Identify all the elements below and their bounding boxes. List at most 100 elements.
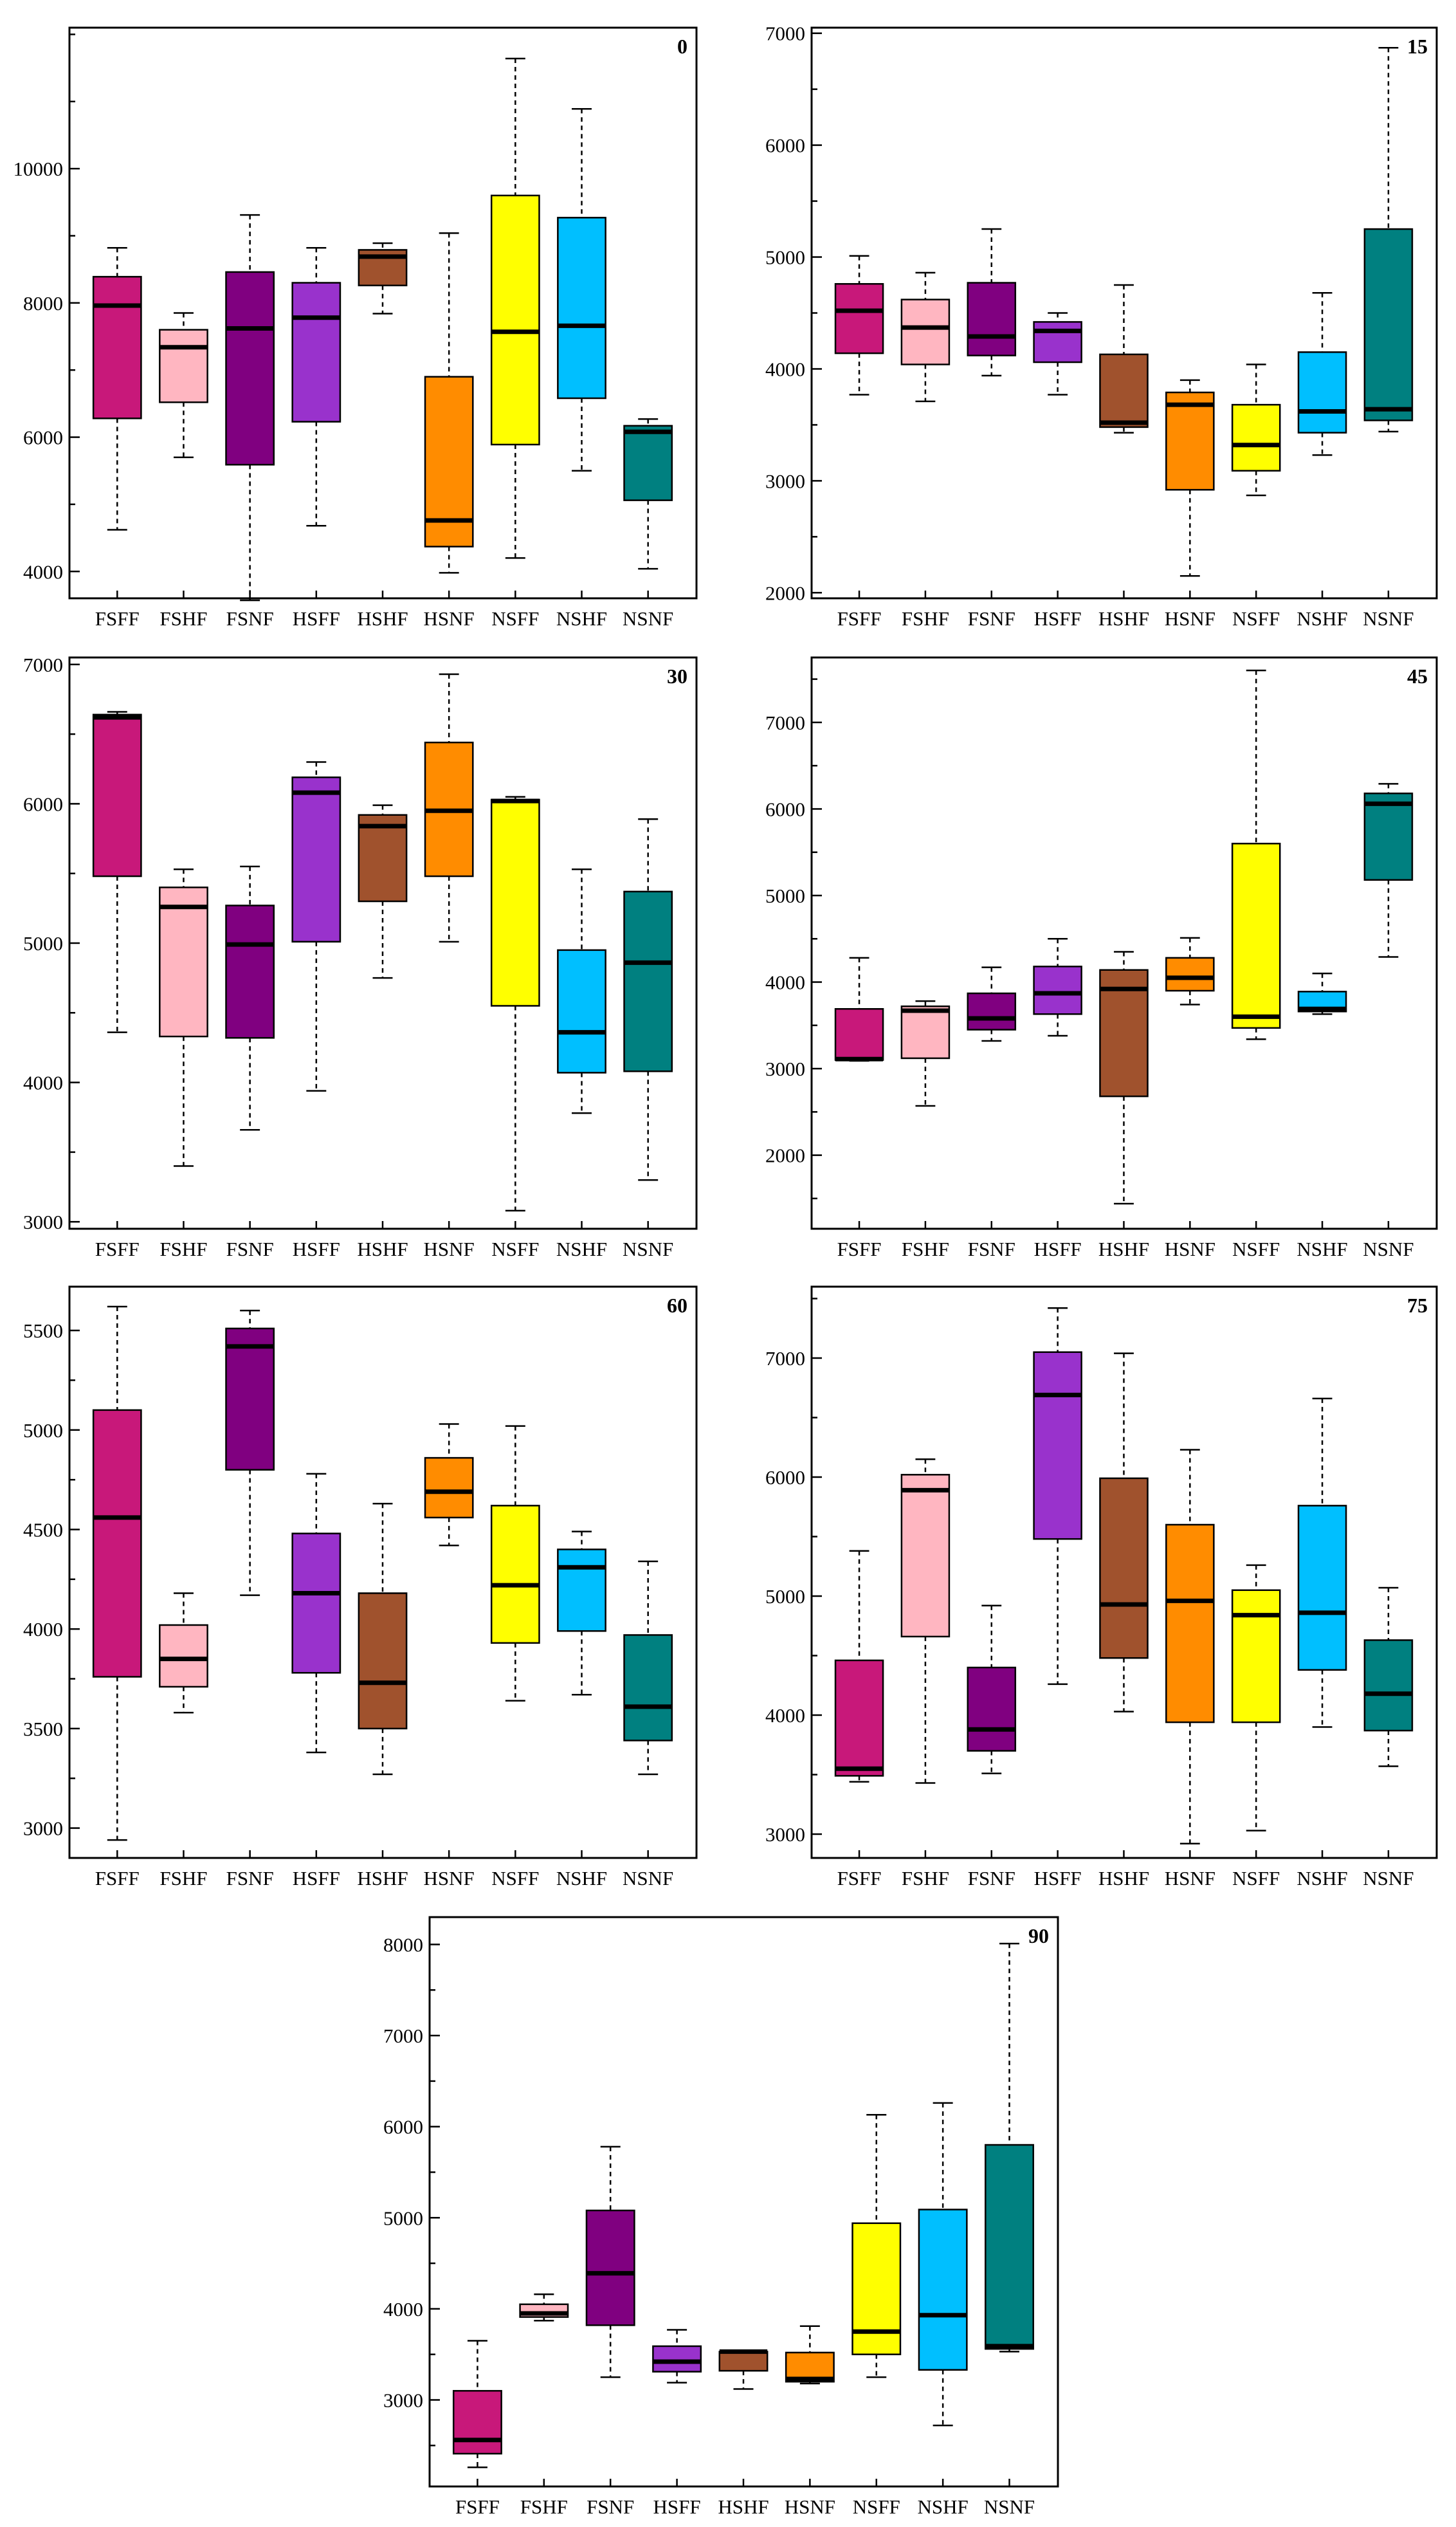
x-tick-label: HSFF — [1034, 1238, 1082, 1260]
iqr-box — [652, 2345, 702, 2373]
iqr-box — [291, 1532, 341, 1674]
box-HSNF: HSNF — [424, 1423, 475, 1889]
box-FSNF: FSNF — [225, 865, 275, 1260]
x-tick-label: NSHF — [556, 1238, 607, 1260]
x-tick-label: FSHF — [520, 2495, 568, 2518]
box-FSHF: FSHF — [159, 868, 208, 1260]
panel-75: 3000 4000 5000 6000 7000 75 FSFF FSHF FSNF HSFF HS… — [765, 1285, 1438, 1889]
iqr-box — [490, 798, 540, 1007]
x-tick-label: NSNF — [1363, 607, 1414, 630]
iqr-box — [623, 425, 673, 501]
iqr-box — [1231, 843, 1281, 1029]
box-FSNF: FSNF — [585, 2146, 635, 2518]
box-NSFF: NSFF — [490, 796, 540, 1260]
box-HSHF: HSHF — [1098, 284, 1149, 630]
y-tick-label: 4000 — [23, 1072, 63, 1094]
x-tick-label: FSFF — [95, 1238, 140, 1260]
panel-title: 0 — [677, 35, 687, 58]
panel-90: 3000 4000 5000 6000 7000 8000 90 FSFF FSHF FSNF HS… — [383, 1916, 1059, 2518]
iqr-box — [1297, 351, 1347, 434]
box-HSNF: HSNF — [1165, 379, 1215, 630]
box-FSHF: FSHF — [900, 271, 951, 630]
plot-frame — [810, 656, 1438, 1230]
panel-15: 2000 3000 4000 5000 6000 7000 15 FSFF FSHF FSNF HS… — [765, 23, 1438, 630]
iqr-box — [1363, 228, 1414, 421]
iqr-box — [557, 217, 606, 400]
x-tick-label: FSNF — [968, 1238, 1015, 1260]
panel-45: 2000 3000 4000 5000 6000 7000 45 FSFF FSHF FSNF HS… — [765, 656, 1438, 1260]
iqr-box — [967, 992, 1017, 1031]
x-tick-label: NSNF — [623, 1238, 673, 1260]
panel-0: 4000 6000 8000 10000 0 FSFF FSHF FSNF HSFF HSHF HS… — [14, 26, 698, 630]
iqr-box — [1099, 353, 1149, 428]
y-tick-label: 3000 — [383, 2389, 423, 2411]
box-NSHF: NSHF — [556, 868, 607, 1260]
box-FSNF: FSNF — [225, 214, 275, 630]
iqr-box — [358, 814, 408, 903]
iqr-box — [1231, 403, 1281, 472]
box-HSNF: HSNF — [1165, 937, 1215, 1260]
box-FSFF: FSFF — [452, 2340, 502, 2518]
iqr-box — [967, 282, 1017, 356]
box-HSFF: HSFF — [291, 247, 341, 630]
iqr-box — [585, 2209, 635, 2326]
box-HSHF: HSHF — [357, 804, 408, 1260]
box-FSFF: FSFF — [834, 255, 884, 630]
box-NSHF: NSHF — [1297, 1397, 1348, 1889]
box-HSNF: HSNF — [424, 673, 475, 1260]
iqr-box — [1033, 321, 1082, 363]
x-tick-label: NSFF — [1232, 607, 1280, 630]
box-FSNF: FSNF — [967, 228, 1017, 630]
y-tick-label: 4000 — [23, 1618, 63, 1640]
x-tick-label: FSNF — [587, 2495, 634, 2518]
box-NSNF: NSNF — [1363, 1586, 1414, 1889]
x-tick-label: HSFF — [293, 1238, 340, 1260]
box-FSNF: FSNF — [967, 1604, 1017, 1889]
iqr-box — [225, 1327, 275, 1471]
y-tick-label: 4000 — [383, 2298, 423, 2320]
y-tick-label: 3000 — [23, 1817, 63, 1840]
x-tick-label: NSHF — [556, 607, 607, 630]
box-NSHF: NSHF — [1297, 972, 1348, 1260]
x-tick-label: FSFF — [95, 607, 140, 630]
x-tick-label: HSHF — [1098, 1238, 1149, 1260]
panel-title: 30 — [667, 665, 687, 688]
box-FSHF: FSHF — [900, 1000, 951, 1260]
iqr-box — [291, 282, 341, 423]
box-NSHF: NSHF — [918, 2102, 969, 2518]
box-NSFF: NSFF — [851, 2114, 902, 2518]
x-tick-label: HSNF — [424, 607, 475, 630]
box-HSNF: HSNF — [785, 2325, 835, 2518]
box-NSNF: NSNF — [623, 1560, 673, 1889]
panel-title: 15 — [1407, 35, 1428, 58]
box-HSFF: HSFF — [652, 2329, 702, 2518]
y-tick-label: 4000 — [23, 560, 63, 583]
iqr-box — [900, 1474, 951, 1638]
x-tick-label: HSHF — [1098, 1867, 1149, 1889]
x-tick-label: HSFF — [293, 1867, 340, 1889]
box-NSNF: NSNF — [623, 418, 673, 630]
box-HSNF: HSNF — [424, 232, 475, 630]
box-HSHF: HSHF — [357, 242, 408, 630]
panel-title: 45 — [1407, 665, 1428, 688]
box-HSHF: HSHF — [718, 2349, 769, 2518]
x-tick-label: NSFF — [1232, 1867, 1280, 1889]
box-NSFF: NSFF — [1231, 1564, 1281, 1889]
y-tick-label: 5000 — [383, 2207, 423, 2229]
iqr-box — [1297, 1505, 1347, 1671]
box-NSHF: NSHF — [1297, 291, 1348, 630]
x-tick-label: NSHF — [556, 1867, 607, 1889]
x-tick-label: HSNF — [1165, 607, 1215, 630]
y-tick-label: 7000 — [765, 23, 805, 45]
y-tick-label: 3000 — [23, 1211, 63, 1233]
y-tick-label: 7000 — [765, 1347, 805, 1370]
box-NSNF: NSNF — [984, 1942, 1035, 2518]
iqr-box — [490, 1505, 540, 1644]
y-tick-label: 6000 — [383, 2116, 423, 2138]
iqr-box — [623, 1634, 673, 1741]
y-tick-label: 6000 — [765, 1466, 805, 1489]
x-tick-label: FSHF — [902, 1238, 949, 1260]
y-tick-label: 4000 — [765, 971, 805, 994]
box-NSNF: NSNF — [1363, 783, 1414, 1260]
x-tick-label: FSNF — [226, 607, 274, 630]
